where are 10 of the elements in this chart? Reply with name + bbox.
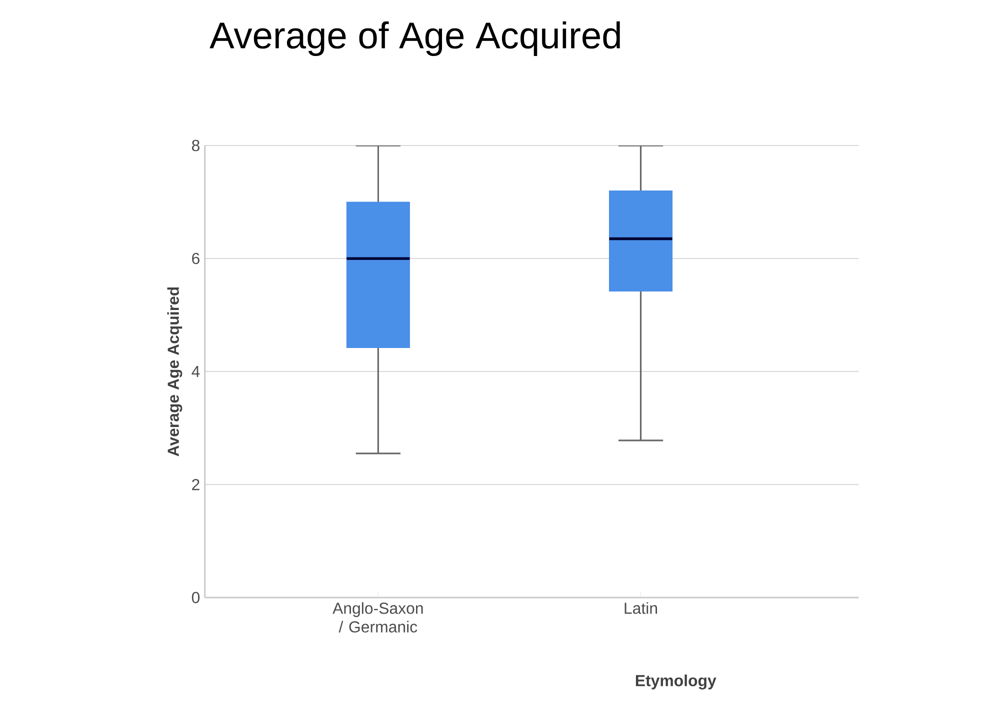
y-tick-label: 6: [192, 252, 200, 264]
y-tick-label: 0: [192, 592, 200, 604]
x-tick-label: Latin: [624, 602, 657, 614]
chart-title: Average of Age Acquired: [210, 21, 620, 56]
y-tick-label: 2: [192, 479, 200, 490]
x-axis-title: Etymology: [636, 674, 716, 690]
x-tick-label: Anglo-Saxon / Germanic: [332, 602, 423, 633]
y-tick-label: 4: [192, 366, 200, 378]
y-tick-label: 8: [192, 140, 200, 152]
y-axis-title: Average Age Acquired: [167, 288, 182, 456]
